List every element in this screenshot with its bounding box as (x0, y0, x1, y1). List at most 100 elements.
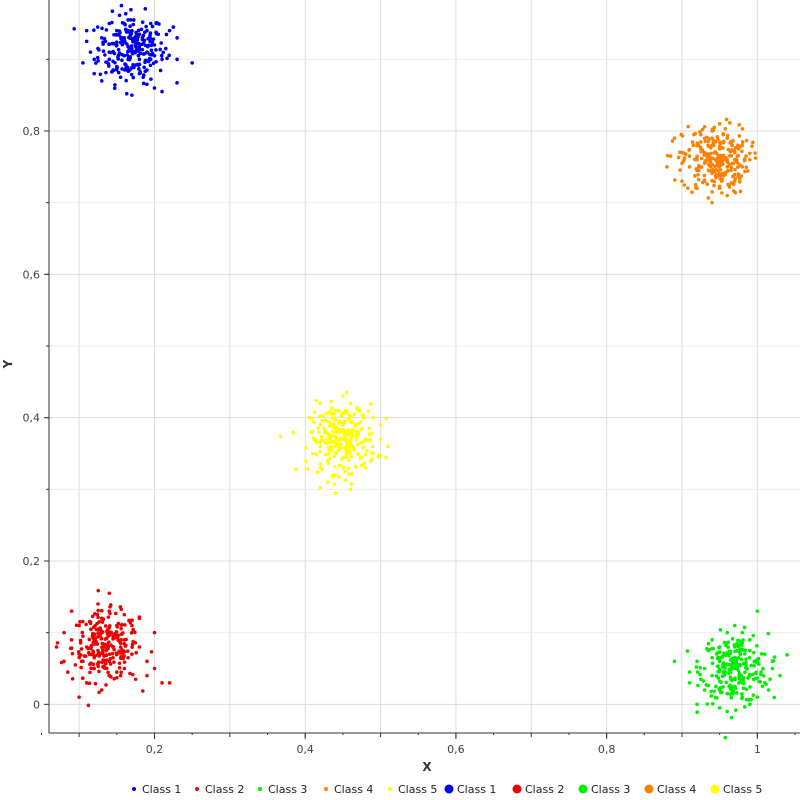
data-point (717, 667, 722, 672)
data-point (112, 676, 116, 681)
data-point (149, 649, 154, 654)
data-point (698, 130, 702, 134)
data-point (693, 131, 698, 136)
data-point (130, 652, 134, 656)
data-point (124, 637, 128, 642)
data-point (96, 588, 101, 593)
data-point (294, 467, 298, 472)
data-point (91, 662, 96, 667)
data-point (99, 79, 104, 83)
series-1-points (72, 3, 194, 97)
data-point (116, 47, 121, 52)
data-point (724, 155, 728, 160)
data-point (699, 149, 704, 154)
data-point (122, 666, 127, 671)
data-point (55, 641, 60, 645)
data-point (680, 161, 684, 166)
data-point (129, 631, 134, 635)
data-point (690, 140, 695, 144)
data-point (318, 462, 323, 466)
data-point (717, 706, 722, 710)
data-point (740, 692, 744, 696)
data-point (318, 414, 322, 418)
data-point (110, 20, 114, 25)
data-point (687, 681, 692, 685)
data-point (113, 83, 117, 87)
data-point (131, 627, 135, 632)
data-point (706, 641, 711, 646)
data-point (747, 648, 752, 653)
data-point (143, 60, 147, 65)
data-point (326, 480, 330, 484)
data-point (326, 419, 330, 424)
data-point (741, 681, 746, 686)
data-point (748, 685, 752, 689)
data-point (329, 444, 334, 449)
data-point (713, 150, 717, 154)
data-point (336, 448, 340, 453)
data-point (710, 190, 714, 194)
data-point (358, 456, 363, 460)
data-point (70, 651, 75, 656)
data-point (310, 451, 315, 456)
data-point (110, 9, 115, 13)
data-point (115, 675, 119, 680)
data-point (340, 411, 344, 416)
data-point (130, 645, 134, 649)
data-point (141, 73, 146, 77)
data-point (718, 628, 723, 632)
data-point (366, 409, 371, 413)
data-point (686, 124, 690, 129)
data-point (725, 691, 729, 696)
data-point (708, 159, 713, 164)
data-point (334, 451, 338, 455)
data-point (355, 442, 360, 447)
data-point (356, 431, 360, 435)
data-point (333, 491, 338, 496)
data-point (369, 457, 374, 462)
data-point (695, 710, 699, 715)
data-point (730, 143, 734, 148)
data-point (314, 452, 319, 457)
data-point (140, 37, 145, 42)
data-point (731, 139, 735, 143)
data-point (114, 43, 119, 48)
data-point (735, 666, 739, 671)
data-point (368, 401, 373, 406)
data-point (137, 67, 141, 71)
data-point (81, 634, 85, 639)
data-point (710, 673, 714, 678)
x-axis-title: X (422, 760, 432, 774)
data-point (356, 452, 361, 457)
data-point (95, 612, 100, 617)
data-point (715, 156, 719, 161)
data-point (129, 72, 134, 77)
data-point (699, 140, 703, 144)
data-point (685, 649, 690, 653)
data-point (101, 49, 106, 54)
data-point (126, 655, 130, 660)
data-point (104, 28, 109, 32)
data-point (319, 434, 324, 439)
data-point (128, 56, 132, 61)
data-point (96, 608, 100, 613)
data-point (706, 196, 711, 200)
data-point (747, 151, 752, 156)
data-point (712, 179, 717, 184)
data-point (119, 623, 124, 627)
data-point (128, 18, 133, 22)
data-point (737, 681, 741, 685)
data-point (131, 18, 136, 22)
data-point (733, 686, 738, 691)
data-point (736, 143, 740, 148)
data-point (737, 180, 742, 184)
x-tick-label: 0,6 (447, 743, 465, 756)
data-point (743, 670, 747, 675)
data-point (102, 664, 106, 668)
data-point (318, 449, 322, 454)
data-point (696, 683, 700, 688)
data-point (116, 70, 121, 75)
data-point (152, 86, 157, 90)
data-point (717, 122, 722, 126)
data-point (386, 444, 390, 449)
